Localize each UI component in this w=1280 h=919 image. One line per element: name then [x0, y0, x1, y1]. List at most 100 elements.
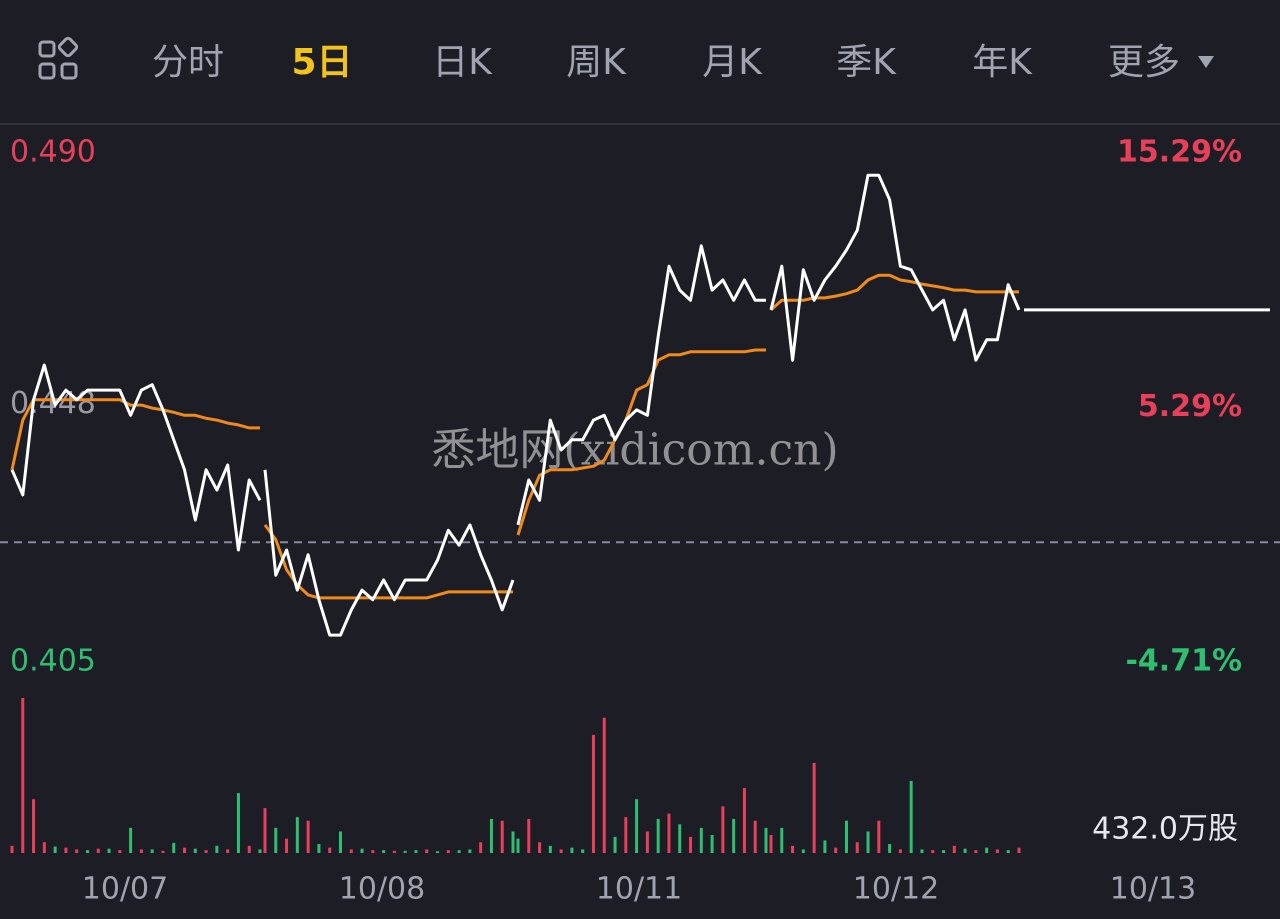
volume-bar [855, 842, 859, 853]
volume-bar [295, 817, 299, 853]
volume-bar [678, 824, 682, 853]
volume-bar [118, 850, 122, 853]
volume-bar [742, 788, 746, 853]
volume-bar [85, 850, 89, 853]
volume-bar [656, 818, 660, 853]
volume-bar [645, 831, 649, 853]
volume-bar [161, 850, 165, 853]
volume-bar [436, 851, 440, 853]
volume-bar [753, 820, 757, 853]
x-tick-label: 10/11 [596, 872, 682, 907]
volume-bar [974, 850, 978, 853]
volume-bar [985, 847, 989, 853]
volume-bar [274, 827, 278, 853]
volume-bar [812, 762, 816, 853]
volume-bar [898, 849, 902, 853]
volume-bar [338, 831, 342, 853]
tab[interactable]: 月K [702, 42, 763, 83]
volume-bar [328, 847, 332, 853]
volume-bar [963, 848, 967, 853]
grid-icon[interactable] [38, 36, 79, 80]
volume-bar [446, 850, 450, 853]
y2-tick-label: 15.29% [1117, 135, 1242, 170]
volume-bar [226, 849, 230, 853]
volume-bar [834, 847, 838, 853]
dropdown-arrow[interactable] [1198, 56, 1214, 68]
volume-bar [236, 793, 240, 853]
tab[interactable]: 日K [432, 42, 493, 83]
y-tick-label: 0.448 [10, 386, 96, 421]
x-tick-label: 10/08 [339, 872, 425, 907]
tab[interactable]: 周K [566, 42, 627, 83]
volume-bar [710, 835, 714, 853]
price-line [10, 173, 1270, 637]
volume-bar [801, 849, 805, 853]
tab[interactable]: 5日 [291, 42, 352, 83]
x-tick-label: 10/12 [853, 872, 939, 907]
watermark: 悉地网(xidicom.cn) [431, 425, 838, 476]
volume-bar [995, 849, 999, 853]
volume-bar [139, 849, 143, 853]
volume-bar [414, 850, 418, 853]
volume-bar [204, 850, 208, 853]
y-tick-label: 0.490 [10, 135, 96, 170]
volume-bar [613, 836, 617, 853]
volume-bar [457, 850, 461, 853]
volume-bar [877, 820, 881, 853]
volume-bar [403, 850, 407, 853]
volume-bar [306, 820, 310, 853]
volume-bar [699, 827, 703, 853]
volume-bar [382, 850, 386, 853]
volume-bar [791, 845, 795, 853]
tab[interactable]: 分时 [152, 42, 224, 83]
tab[interactable]: 年K [972, 42, 1033, 83]
y2-tick-label: 5.29% [1138, 389, 1242, 424]
volume-bar [931, 850, 935, 853]
volume-bar [1006, 850, 1010, 853]
volume-bar [392, 850, 396, 853]
volume-bar [468, 849, 472, 853]
volume-bar [909, 780, 913, 853]
volume-bar [764, 827, 768, 853]
volume-bar [527, 818, 531, 853]
volume-bar [193, 848, 197, 853]
volume-bar [844, 820, 848, 853]
volume-bar [285, 838, 289, 853]
volume-bar [371, 850, 375, 853]
volume-bar [570, 847, 574, 853]
volume-bar [780, 827, 784, 853]
volume-bar [591, 734, 595, 853]
volume-bar [107, 848, 111, 853]
volume-bar [581, 849, 585, 853]
tab[interactable]: 季K [836, 42, 897, 83]
volume-bar [360, 848, 364, 853]
x-tick-label: 10/13 [1110, 872, 1196, 907]
volume-bar [258, 849, 262, 853]
volume-bar [732, 818, 736, 853]
volume-bar [64, 847, 68, 853]
volume-bar [920, 849, 924, 853]
volume-bar [516, 838, 520, 853]
volume-bar [1017, 847, 1021, 853]
volume-bar [129, 827, 133, 853]
volume-bar [96, 848, 100, 853]
volume-bar [511, 831, 515, 853]
volume-bar [602, 717, 606, 853]
volume-bar [559, 849, 563, 853]
volume-bar [172, 842, 176, 853]
volume-bar [721, 806, 725, 853]
volume-bar [667, 813, 671, 853]
volume-bar [866, 831, 870, 853]
tab[interactable]: 更多 [1108, 42, 1180, 83]
volume-bar [317, 844, 321, 853]
volume-bar [769, 835, 773, 853]
volume-bar [247, 845, 251, 853]
volume-bar [500, 820, 504, 853]
volume-bar [75, 849, 79, 853]
volume-bar [215, 845, 219, 853]
volume-bar [183, 847, 187, 853]
volume-bar [10, 845, 14, 853]
volume-bar [425, 849, 429, 853]
